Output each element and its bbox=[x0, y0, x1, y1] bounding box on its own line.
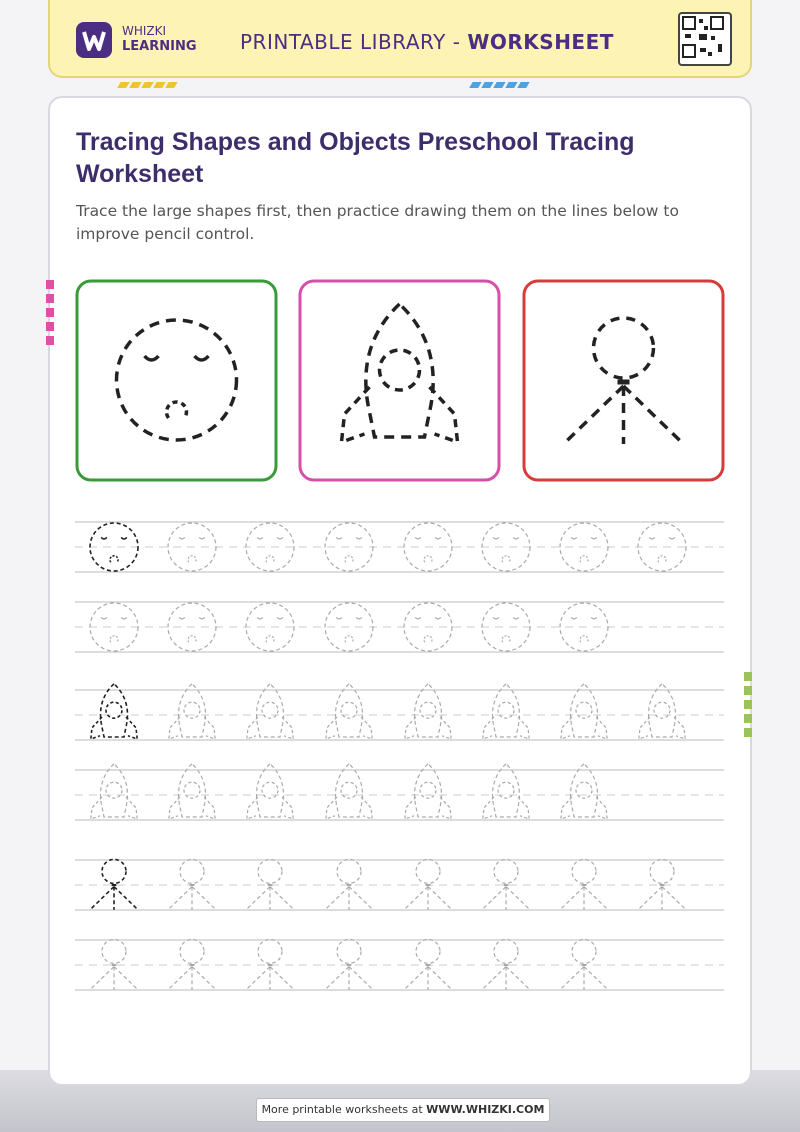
header-stripe bbox=[129, 82, 142, 88]
brand: WHIZKI LEARNING bbox=[122, 24, 197, 54]
shape-box bbox=[298, 279, 501, 482]
trace-rocket bbox=[560, 763, 608, 820]
header-stripe bbox=[117, 82, 130, 88]
brand-bottom: LEARNING bbox=[122, 39, 197, 54]
side-stripe bbox=[744, 686, 752, 695]
header-stripe bbox=[469, 82, 482, 88]
trace-rocket bbox=[90, 682, 138, 740]
footer-text: More printable worksheets at bbox=[261, 1103, 427, 1116]
instructions: Trace the large shapes first, then pract… bbox=[76, 202, 679, 243]
header-stripe bbox=[141, 82, 154, 88]
trace-rocket bbox=[246, 763, 294, 820]
trace-rocket bbox=[638, 683, 686, 740]
library-label: PRINTABLE LIBRARY - WORKSHEET bbox=[240, 30, 614, 54]
title: Tracing Shapes and Objects Preschool Tra… bbox=[76, 128, 635, 188]
footer: More printable worksheets at WWW.WHIZKI.… bbox=[256, 1098, 550, 1122]
trace-face bbox=[481, 522, 531, 572]
brand-top: WHIZKI bbox=[122, 24, 167, 38]
side-stripe bbox=[46, 280, 54, 289]
side-stripe bbox=[46, 336, 54, 345]
trace-rocket bbox=[325, 763, 373, 820]
header-bar: WHIZKI LEARNING PRINTABLE LIBRARY - WORK… bbox=[48, 0, 752, 78]
header-stripe bbox=[505, 82, 518, 88]
library-text: PRINTABLE LIBRARY - bbox=[240, 30, 468, 54]
header-stripe bbox=[481, 82, 494, 88]
logo bbox=[76, 22, 112, 58]
trace-rocket bbox=[482, 763, 530, 820]
worksheet-card bbox=[48, 96, 752, 1086]
library-emphasis: WORKSHEET bbox=[467, 30, 614, 54]
trace-person bbox=[88, 938, 140, 991]
trace-face bbox=[481, 602, 531, 652]
trace-rocket bbox=[246, 683, 294, 740]
side-stripe bbox=[46, 294, 54, 303]
trace-rocket bbox=[325, 683, 373, 740]
footer-link[interactable]: WWW.WHIZKI.COM bbox=[426, 1103, 545, 1116]
trace-rocket bbox=[560, 683, 608, 740]
header-stripe bbox=[153, 82, 166, 88]
side-stripe bbox=[744, 728, 752, 737]
header-stripe bbox=[165, 82, 178, 88]
trace-rocket bbox=[482, 683, 530, 740]
trace-face bbox=[89, 522, 139, 572]
logo-icon bbox=[82, 31, 106, 51]
side-stripe bbox=[46, 308, 54, 317]
trace-rocket bbox=[404, 683, 452, 740]
header-stripe bbox=[493, 82, 506, 88]
side-stripe bbox=[46, 322, 54, 331]
trace-person bbox=[480, 858, 532, 911]
shape-box bbox=[75, 279, 278, 482]
qr-pattern bbox=[682, 16, 724, 58]
trace-face bbox=[89, 602, 139, 652]
side-stripe bbox=[744, 672, 752, 681]
side-stripe bbox=[744, 714, 752, 723]
trace-rocket bbox=[404, 763, 452, 820]
trace-person bbox=[88, 858, 140, 911]
qr-code bbox=[678, 12, 732, 66]
header-stripe bbox=[517, 82, 530, 88]
side-stripe bbox=[744, 700, 752, 709]
trace-rocket bbox=[168, 683, 216, 740]
trace-rocket bbox=[168, 763, 216, 820]
trace-rocket bbox=[90, 763, 138, 820]
trace-person bbox=[480, 938, 532, 991]
